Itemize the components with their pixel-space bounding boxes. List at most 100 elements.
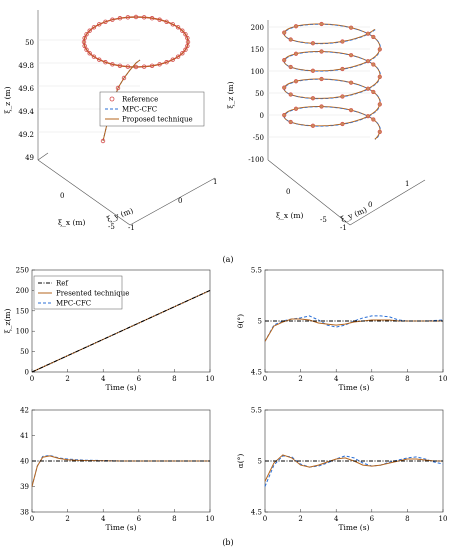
z-tick-label: 49.4 — [18, 108, 34, 116]
x-axis-label: Time (s) — [338, 523, 369, 532]
helix-markers — [282, 21, 382, 134]
helix-marker — [371, 62, 376, 67]
y-tick-label: 0 — [368, 201, 372, 209]
x-tick-label: 0 — [263, 375, 267, 383]
reference-marker — [84, 47, 89, 52]
legend-b: Ref Presented technique MPC-CFC — [33, 275, 129, 310]
helix-marker — [319, 21, 324, 27]
x-tick-label: 10 — [206, 375, 215, 383]
reference-marker — [110, 17, 115, 22]
y-axis-label: ξ_y (m) — [106, 206, 135, 224]
x-tick-label: 4 — [334, 515, 339, 523]
legend-marker-reference — [109, 96, 115, 102]
x-tick-label: 8 — [172, 375, 176, 383]
reference-marker — [185, 35, 190, 41]
reference-marker — [133, 14, 139, 20]
helix-marker — [319, 104, 324, 109]
y-tick-label: 250 — [16, 267, 29, 275]
reference-marker — [117, 16, 123, 21]
reference-marker — [170, 22, 175, 27]
z-tick-label: 50 — [25, 39, 34, 47]
reference-marker — [87, 51, 92, 56]
y-ticks-right: 1 0 -1 — [340, 180, 409, 232]
legend-a: Reference MPC-CFC Proposed technique — [99, 91, 205, 127]
helix-marker — [371, 89, 376, 95]
helix-marker — [371, 34, 376, 40]
helix-marker — [310, 41, 316, 46]
y-tick-label: 4.5 — [251, 369, 262, 377]
helix-marker — [310, 123, 316, 128]
helix-marker — [282, 30, 287, 35]
x-ticks-right: 0 -5 — [286, 188, 327, 224]
legend-label: MPC-CFC — [56, 300, 91, 308]
reference-marker — [149, 63, 155, 68]
y-tick-label: -1 — [128, 224, 135, 232]
legend-label: Proposed technique — [122, 116, 193, 124]
x-tick-label: 4 — [101, 375, 106, 383]
reference-marker — [91, 25, 97, 30]
helix-marker — [365, 114, 371, 119]
x-tick-label: 6 — [370, 375, 375, 383]
y-tick-label: 38 — [20, 509, 29, 517]
y-axis-label: ξ_z(m) — [3, 309, 12, 334]
x-axis-label: Time (s) — [105, 383, 136, 392]
z-axis-label: ξ_z (m) — [226, 81, 235, 108]
x-tick-label: 8 — [172, 515, 176, 523]
reference-marker — [82, 35, 87, 41]
helix-marker — [340, 121, 345, 127]
helix-marker — [319, 76, 324, 82]
y-tick-label: 200 — [16, 287, 29, 295]
z-tick-label: 49.8 — [18, 62, 34, 70]
proposed-circle — [83, 16, 189, 68]
x-tick-label: 2 — [298, 375, 302, 383]
helix-marker — [282, 85, 287, 90]
helix-marker — [282, 112, 287, 118]
helix-marker — [377, 102, 382, 107]
x-tick-label: 4 — [334, 375, 339, 383]
z-tick-label: 49 — [25, 154, 34, 162]
helix-marker — [293, 106, 299, 111]
y-tick-label: 0 — [25, 369, 29, 377]
helix-marker — [348, 108, 354, 113]
reference-marker — [133, 64, 139, 70]
reference-marker — [97, 57, 102, 62]
helix-marker — [340, 94, 345, 99]
x-tick-label: 6 — [137, 515, 142, 523]
reference-marker — [141, 15, 147, 20]
y-tick-label: 41 — [20, 432, 29, 440]
x-tick-label: 2 — [65, 515, 69, 523]
x-tick-label: 8 — [405, 375, 409, 383]
helix-marker — [288, 64, 293, 70]
reference-marker — [180, 28, 185, 33]
z-tick-label: 100 — [251, 68, 264, 76]
x-tick-label: 10 — [439, 375, 448, 383]
y-tick-label: 42 — [20, 407, 29, 415]
helix-marker — [288, 37, 293, 42]
z-tick-label: -100 — [248, 156, 264, 164]
x-tick-label: 4 — [101, 515, 106, 523]
y-ticks-left: 1 0 -1 — [128, 178, 217, 232]
helix-marker — [310, 96, 316, 101]
helix-marker — [288, 92, 293, 97]
reference-marker — [157, 17, 162, 22]
z-tick-label: 49.6 — [18, 85, 34, 93]
x-tick-label: 2 — [65, 375, 69, 383]
x-tick-label: -5 — [108, 223, 115, 231]
caption-a: (a) — [222, 255, 233, 264]
reference-marker — [84, 32, 89, 37]
grid-3d-left — [38, 39, 140, 133]
reference-marker — [97, 22, 102, 27]
helix-marker — [282, 57, 287, 63]
helix-trajectory — [283, 23, 381, 140]
helix-marker — [348, 25, 354, 30]
y-tick-label: 40 — [20, 458, 29, 466]
reference-markers — [81, 14, 191, 70]
y-axis-label: α(°) — [236, 454, 245, 469]
reference-marker — [117, 63, 123, 68]
x-tick-label: -5 — [320, 216, 327, 224]
y-tick-label: 5.5 — [251, 267, 262, 275]
x-tick-label: 2 — [298, 515, 302, 523]
y-tick-label: 1 — [213, 178, 217, 186]
reference-marker — [82, 43, 87, 49]
x-tick-label: 0 — [263, 515, 267, 523]
